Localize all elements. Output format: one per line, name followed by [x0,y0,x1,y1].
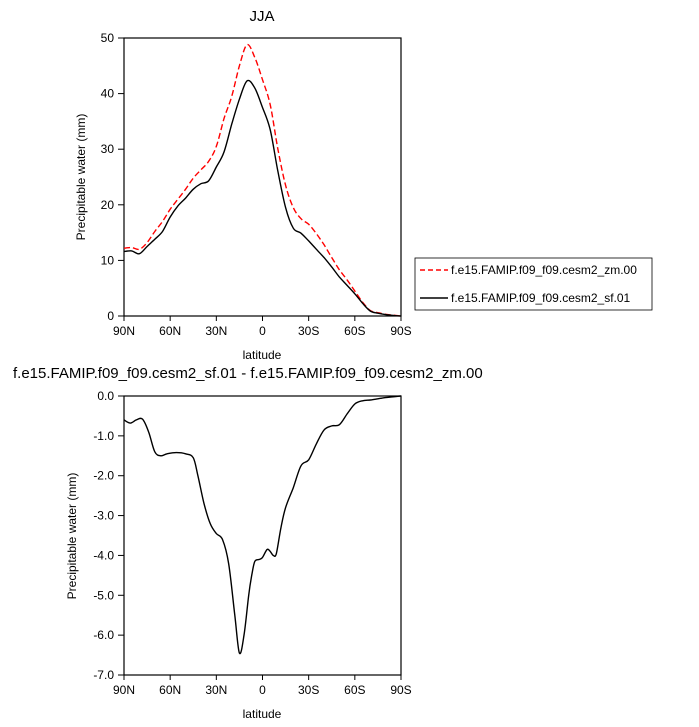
top-y-tick-label: 20 [101,198,115,212]
top-x-axis: 90N 60N 30N 0 30S 60S 90S [113,316,412,338]
bottom-x-tick-label: 30S [298,683,319,697]
top-x-tick-label: 90S [390,324,411,338]
legend-box [414,257,653,311]
top-panel: JJA 0 10 20 30 40 50 90N 60N 30N 0 30S 60S 90S Prec… [74,8,653,362]
legend-label-sf: f.e15.FAMIP.f09_f09.cesm2_sf.01 [451,291,631,305]
bottom-y-tick-label: -2.0 [93,469,114,483]
bottom-x-tick-label: 90S [390,683,411,697]
top-y-tick-label: 50 [101,31,115,45]
bottom-x-tick-label: 30N [205,683,227,697]
top-y-tick-label: 0 [107,309,114,323]
top-y-axis: 0 10 20 30 40 50 [101,31,124,323]
bottom-y-axis: 0.0 -1.0 -2.0 -3.0 -4.0 -5.0 -6.0 -7.0 [93,389,124,682]
top-chart-title: JJA [249,8,274,25]
top-series-line-0 [123,43,402,317]
bottom-y-tick-label: -5.0 [93,588,114,602]
top-x-axis-label: latitude [243,348,282,362]
legend: f.e15.FAMIP.f09_f09.cesm2_zm.00 f.e15.FA… [414,257,653,311]
top-series-line-1 [123,79,402,317]
top-x-tick-label: 60N [159,324,181,338]
top-x-tick-label: 60S [344,324,365,338]
bottom-x-tick-label: 90N [113,683,135,697]
top-y-tick-label: 40 [101,87,115,101]
bottom-y-tick-label: -3.0 [93,509,114,523]
bottom-y-tick-label: -7.0 [93,668,114,682]
bottom-x-tick-label: 60N [159,683,181,697]
bottom-series-line-0 [123,395,402,655]
bottom-chart-title: f.e15.FAMIP.f09_f09.cesm2_sf.01 - f.e15.… [13,365,483,382]
top-y-axis-label: Precipitable water (mm) [74,114,88,241]
bottom-y-axis-label: Precipitable water (mm) [65,473,79,600]
top-x-tick-label: 0 [259,324,266,338]
bottom-x-axis: 90N 60N 30N 0 30S 60S 90S [113,675,412,697]
top-y-tick-label: 30 [101,142,115,156]
top-x-tick-label: 90N [113,324,135,338]
legend-label-zm: f.e15.FAMIP.f09_f09.cesm2_zm.00 [451,263,637,277]
top-y-tick-label: 10 [101,253,115,267]
bottom-y-tick-label: -6.0 [93,628,114,642]
bottom-x-tick-label: 0 [259,683,266,697]
bottom-y-tick-label: -4.0 [93,548,114,562]
bottom-x-axis-label: latitude [243,707,282,721]
bottom-y-tick-label: 0.0 [97,389,114,403]
top-series [123,43,402,317]
bottom-y-tick-label: -1.0 [93,429,114,443]
bottom-x-tick-label: 60S [344,683,365,697]
top-x-tick-label: 30S [298,324,319,338]
top-x-tick-label: 30N [205,324,227,338]
bottom-plot-frame [123,395,402,676]
bottom-panel: f.e15.FAMIP.f09_f09.cesm2_sf.01 - f.e15.… [13,365,483,721]
bottom-series [123,395,402,655]
